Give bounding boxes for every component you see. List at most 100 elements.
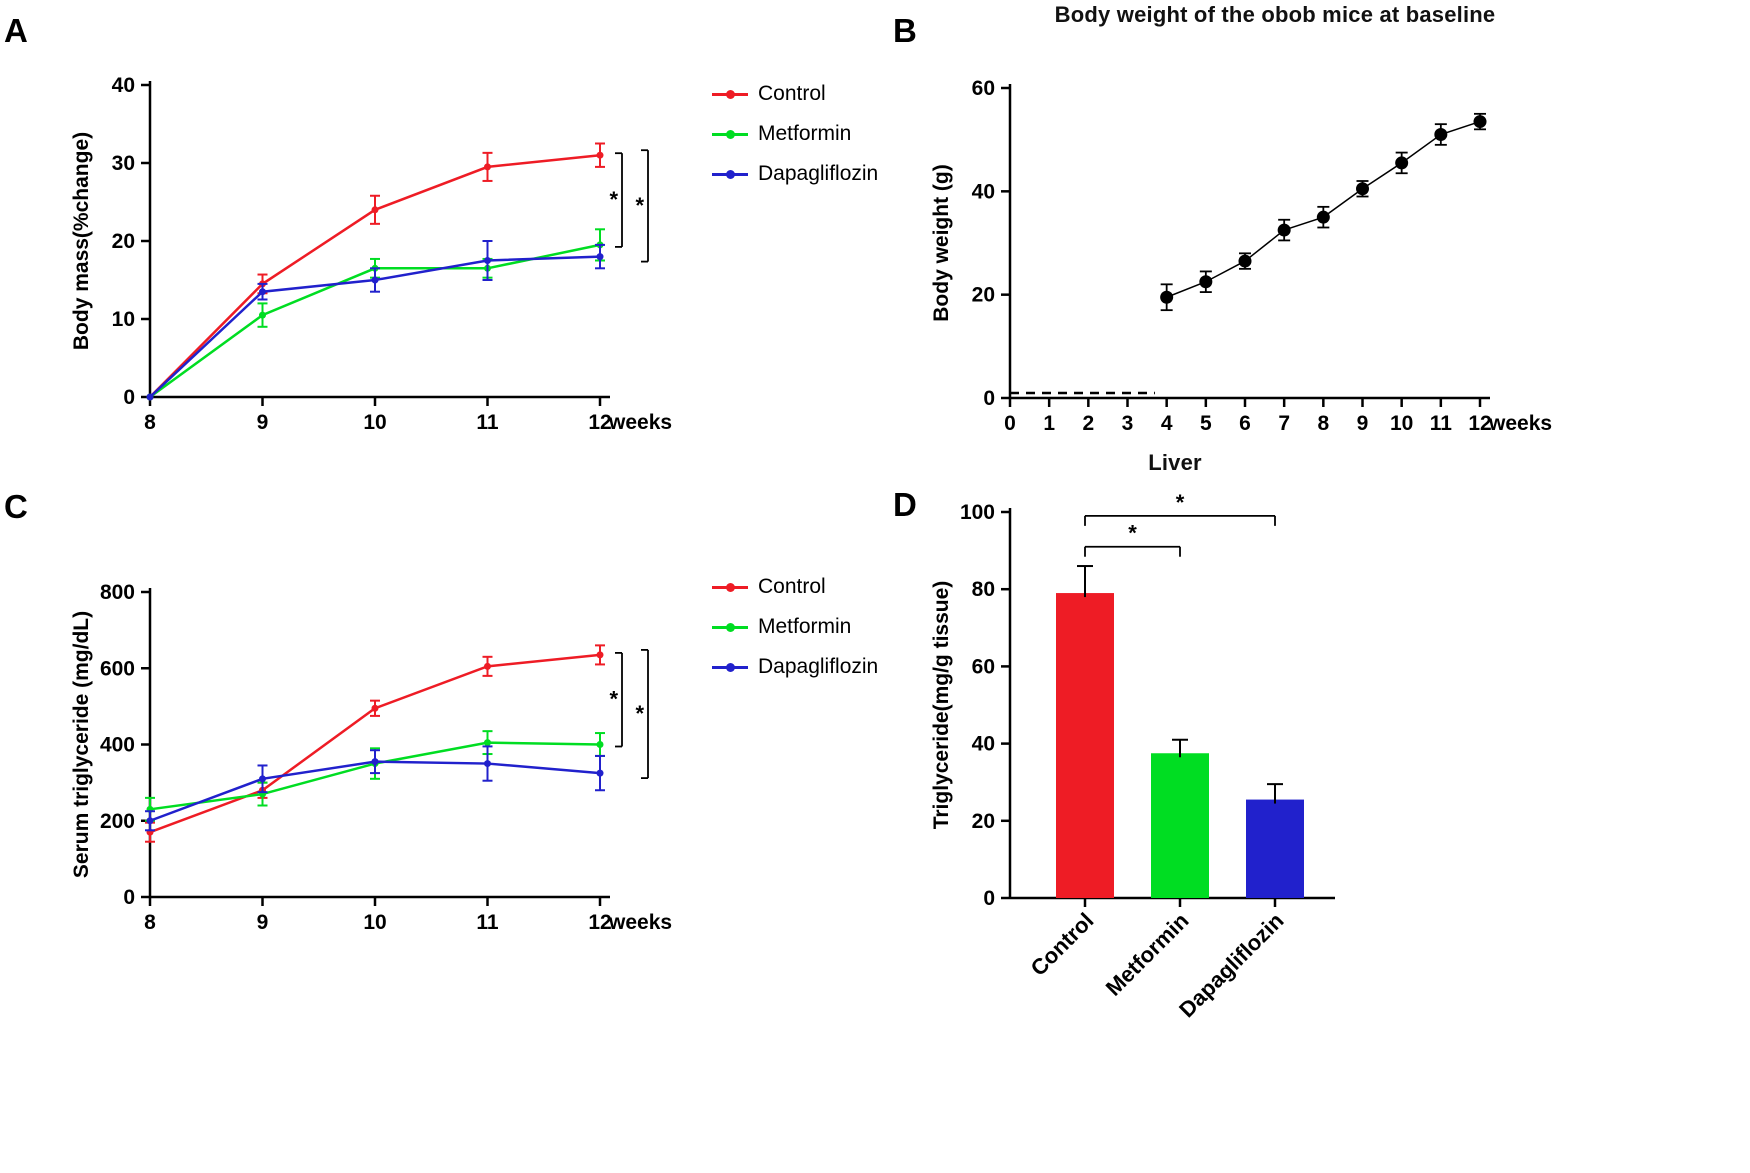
x-tick-label: 0 <box>1004 412 1016 435</box>
y-tick-label: 20 <box>112 230 135 253</box>
y-tick-label: 800 <box>100 581 135 604</box>
legend-item-control: Control <box>712 575 878 599</box>
bar-control <box>1056 593 1114 898</box>
x-tick-label: 11 <box>1430 412 1453 435</box>
panel-label-d: D <box>893 486 917 523</box>
legend-item-metformin: Metformin <box>712 122 878 146</box>
legend-item-dapagliflozin: Dapagliflozin <box>712 655 878 679</box>
x-category-label: Control <box>1026 908 1099 981</box>
x-tick-label: 12 <box>588 411 611 434</box>
x-tick-label: 2 <box>1082 412 1094 435</box>
data-point <box>1316 210 1330 224</box>
data-point <box>1356 182 1369 196</box>
sig-asterisk: * <box>609 187 618 212</box>
legend-marker-icon <box>726 622 735 632</box>
data-point <box>484 739 491 747</box>
y-tick-label: 200 <box>100 810 135 833</box>
sig-asterisk: * <box>635 193 644 218</box>
y-axis-title: Triglyceride(mg/g tissue) <box>930 581 953 830</box>
y-tick-label: 80 <box>972 578 995 601</box>
y-tick-label: 60 <box>972 77 995 100</box>
data-point <box>484 760 491 768</box>
y-tick-label: 20 <box>972 810 995 833</box>
legend-marker-icon <box>726 89 735 99</box>
legend-line-metformin <box>712 622 748 632</box>
x-tick-label: 3 <box>1122 412 1134 435</box>
data-point <box>596 741 604 748</box>
legend-panel-a: Control Metformin Dapagliflozin <box>712 82 878 186</box>
legend-line-metformin <box>712 129 748 139</box>
x-tick-label: 10 <box>363 911 386 934</box>
legend-line-control <box>712 582 748 592</box>
y-tick-label: 20 <box>972 284 995 307</box>
x-axis-unit: weeks <box>608 911 672 934</box>
panel-d-heading: Liver <box>1148 450 1202 475</box>
legend-item-control: Control <box>712 82 878 106</box>
x-tick-label: 12 <box>588 911 611 934</box>
y-tick-label: 0 <box>123 386 135 409</box>
x-tick-label: 9 <box>1357 412 1369 435</box>
legend-marker-icon <box>726 582 735 592</box>
sig-asterisk: * <box>635 701 644 726</box>
data-point <box>1199 275 1213 289</box>
panel-b-title: Body weight of the obob mice at baseline <box>1054 2 1496 27</box>
data-point <box>596 151 604 159</box>
data-point <box>596 253 604 261</box>
legend-label-dapagliflozin: Dapagliflozin <box>758 162 879 185</box>
legend-label-metformin: Metformin <box>758 122 852 145</box>
data-point <box>371 704 379 712</box>
bar-dapagliflozin <box>1246 799 1304 898</box>
legend-marker-icon <box>726 662 735 672</box>
legend-marker-icon <box>726 169 735 179</box>
data-point <box>484 163 491 171</box>
panel-label-a: A <box>4 12 28 49</box>
y-axis-title: Body weight (g) <box>930 164 953 321</box>
legend-line-dapagliflozin <box>712 662 748 672</box>
data-point <box>596 651 604 659</box>
legend-label-control: Control <box>758 82 826 105</box>
x-tick-label: 1 <box>1043 412 1055 435</box>
y-tick-label: 400 <box>100 734 135 757</box>
data-point <box>1160 290 1174 304</box>
data-point <box>371 276 379 284</box>
x-tick-label: 5 <box>1200 412 1212 435</box>
x-tick-label: 6 <box>1239 412 1251 435</box>
legend-marker-icon <box>726 129 735 139</box>
y-tick-label: 100 <box>960 501 995 524</box>
x-tick-label: 8 <box>1317 412 1329 435</box>
data-point <box>1473 115 1487 129</box>
x-tick-label: 12 <box>1468 412 1491 435</box>
y-tick-label: 40 <box>972 733 995 756</box>
y-tick-label: 10 <box>112 308 135 331</box>
x-tick-label: 11 <box>476 411 499 434</box>
x-category-label: Metformin <box>1101 908 1194 1001</box>
data-point <box>1434 128 1448 141</box>
x-tick-label: 4 <box>1161 412 1173 435</box>
y-tick-label: 0 <box>983 387 995 410</box>
x-tick-label: 7 <box>1278 412 1290 435</box>
legend-item-metformin: Metformin <box>712 615 878 639</box>
x-tick-label: 10 <box>1390 412 1413 435</box>
x-axis-unit: weeks <box>1488 412 1552 435</box>
legend-panel-c: Control Metformin Dapagliflozin <box>712 575 878 679</box>
data-point <box>371 758 379 766</box>
data-point <box>146 393 154 401</box>
legend-line-dapagliflozin <box>712 169 748 179</box>
legend-line-control <box>712 89 748 99</box>
data-point <box>146 817 154 825</box>
sig-asterisk: * <box>1128 521 1137 546</box>
x-axis-unit: weeks <box>608 411 672 434</box>
data-point <box>596 769 604 777</box>
data-point <box>484 662 491 670</box>
bar-metformin <box>1151 753 1209 898</box>
y-tick-label: 40 <box>972 180 995 203</box>
sig-asterisk: * <box>1176 490 1185 515</box>
y-tick-label: 40 <box>112 74 135 97</box>
y-tick-label: 60 <box>972 655 995 678</box>
x-tick-label: 8 <box>144 411 156 434</box>
panel-label-b: B <box>893 12 917 49</box>
data-point <box>1395 156 1409 170</box>
y-tick-label: 30 <box>112 152 135 175</box>
